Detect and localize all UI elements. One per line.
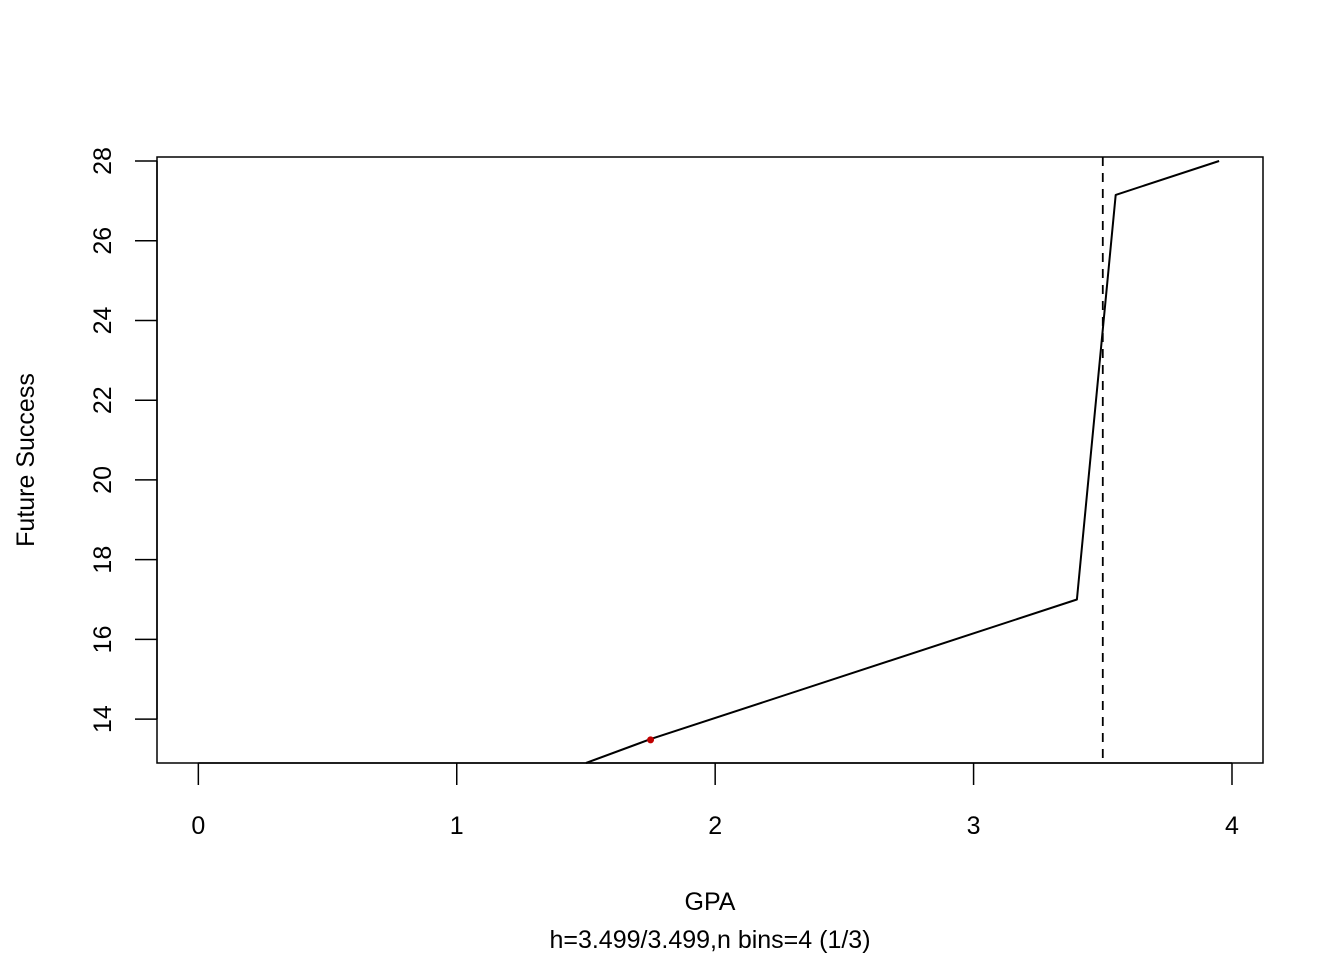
series-layer (585, 157, 1220, 764)
x-axis-subtitle: h=3.499/3.499,n bins=4 (1/3) (549, 926, 870, 954)
highlight-point (647, 736, 655, 744)
y-tick-label: 22 (89, 386, 117, 414)
y-tick-label: 26 (89, 227, 117, 255)
plot-box (156, 156, 1264, 764)
x-tick-label: 2 (708, 812, 722, 840)
x-tick-label: 0 (191, 812, 205, 840)
y-tick-label: 16 (89, 626, 117, 654)
y-tick-label: 14 (89, 705, 117, 733)
y-tick-label: 18 (89, 546, 117, 574)
y-axis: 14 16 18 20 22 24 26 28 (89, 147, 158, 733)
y-axis-title: Future Success (12, 373, 40, 547)
x-tick-label: 1 (450, 812, 464, 840)
y-tick-label: 28 (89, 147, 117, 175)
x-axis-title: GPA (685, 888, 736, 916)
y-tick-label: 20 (89, 466, 117, 494)
x-axis: 0 1 2 3 4 (191, 762, 1239, 840)
x-tick-label: 3 (967, 812, 981, 840)
series-line (585, 160, 1220, 764)
y-tick-label: 24 (89, 306, 117, 334)
x-tick-label: 4 (1225, 812, 1239, 840)
